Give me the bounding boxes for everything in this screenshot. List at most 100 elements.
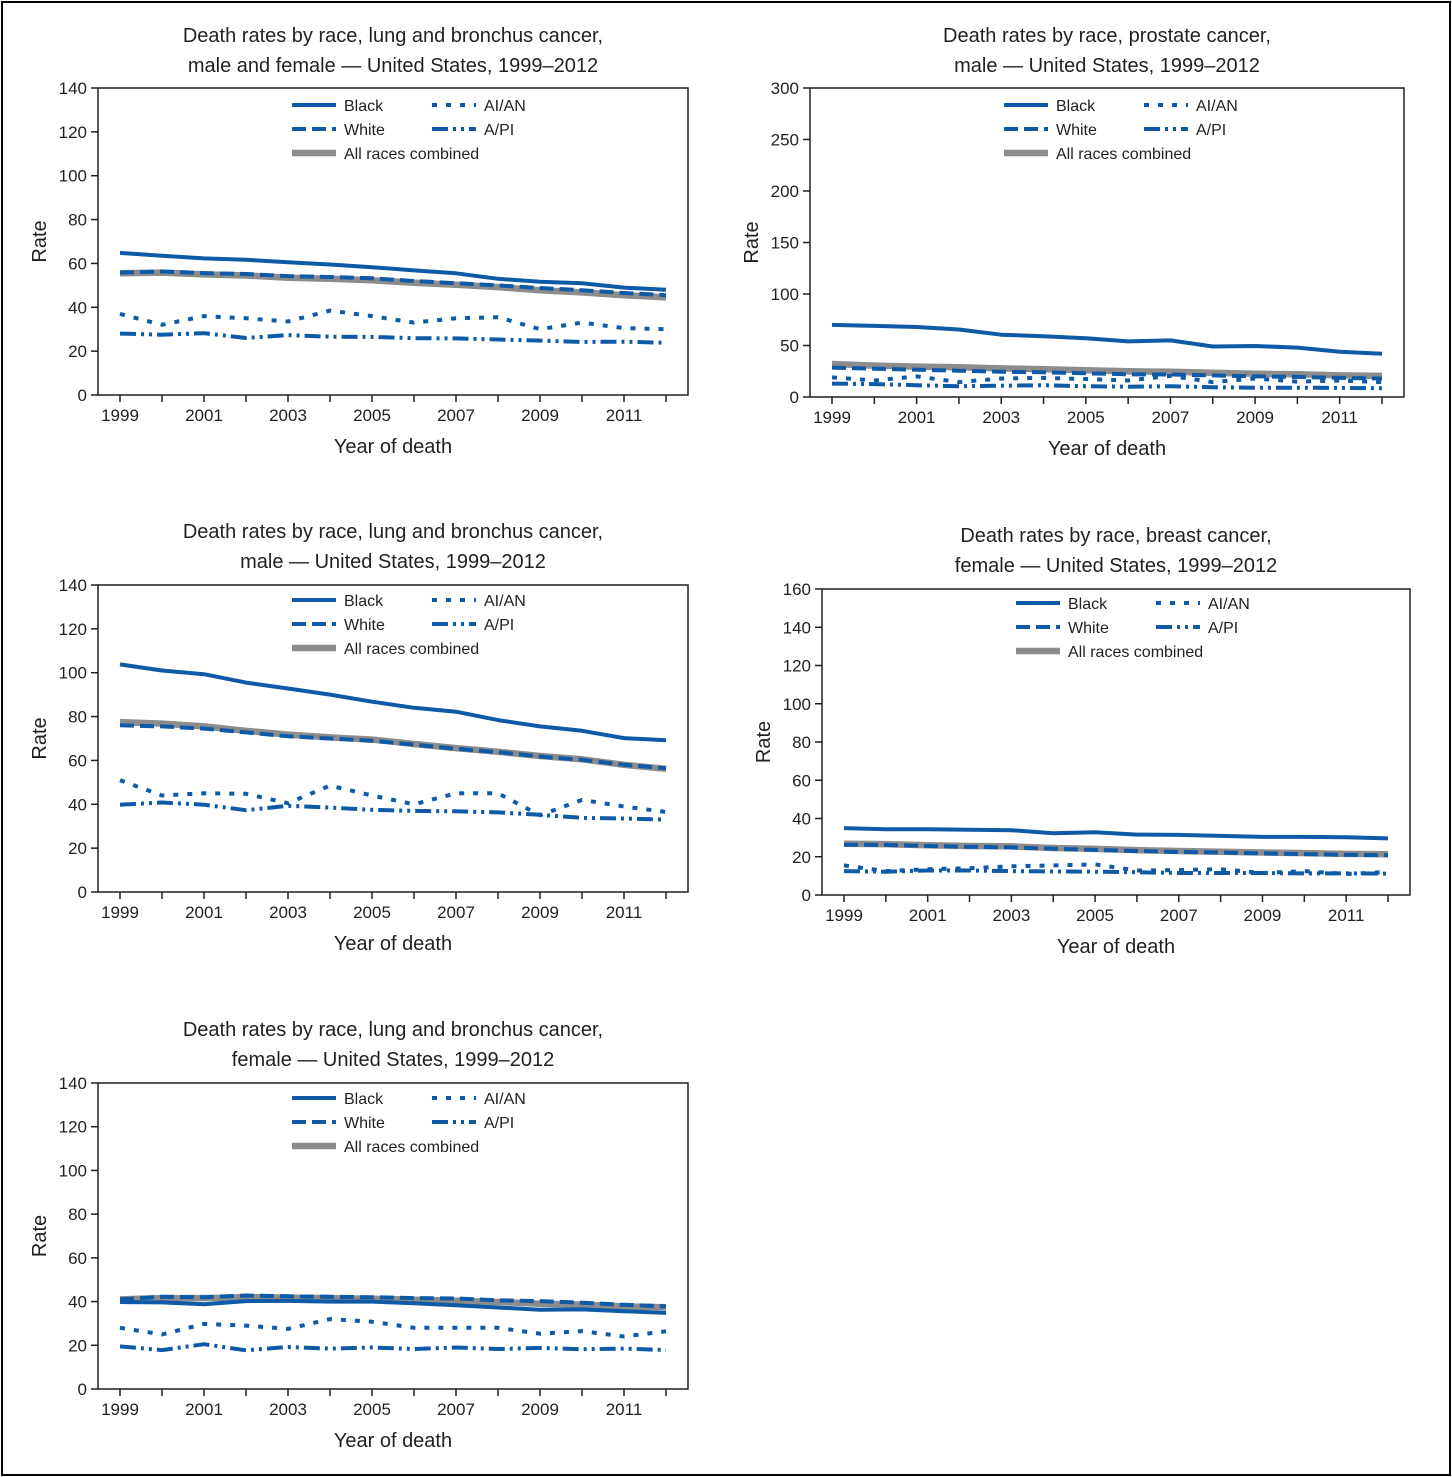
x-tick-label: 2009 (521, 406, 559, 425)
y-tick-label: 20 (792, 848, 811, 867)
chart-title-line: Death rates by race, prostate cancer, (943, 25, 1271, 47)
legend-label-black: Black (344, 593, 384, 610)
x-tick-label: 1999 (101, 406, 139, 425)
y-tick-label: 140 (783, 618, 811, 637)
x-axis-label: Year of death (334, 436, 452, 458)
y-tick-label: 60 (68, 751, 87, 770)
y-tick-label: 50 (780, 337, 799, 356)
y-tick-label: 60 (792, 771, 811, 790)
x-tick-label: 2009 (521, 1400, 559, 1419)
x-tick-label: 2009 (1236, 408, 1274, 427)
series-line-aian (119, 1317, 667, 1339)
chart-title-line: female — United States, 1999–2012 (955, 555, 1277, 577)
y-tick-label: 140 (59, 1074, 87, 1093)
legend-label-black: Black (344, 98, 384, 115)
legend-label-black: Black (1068, 596, 1108, 613)
y-tick-label: 120 (59, 123, 87, 142)
y-axis-label: Rate (29, 1215, 51, 1257)
y-tick-label: 0 (78, 1380, 87, 1399)
y-tick-label: 20 (68, 839, 87, 858)
y-tick-label: 40 (68, 1293, 87, 1312)
chart-title-line: Death rates by race, breast cancer, (960, 525, 1271, 547)
x-tick-label: 2003 (992, 906, 1030, 925)
y-tick-label: 120 (59, 1118, 87, 1137)
chart-title-line: male — United States, 1999–2012 (240, 551, 546, 573)
y-tick-label: 100 (783, 695, 811, 714)
y-tick-label: 80 (792, 733, 811, 752)
x-tick-label: 2011 (606, 903, 643, 922)
chart-title-line: male and female — United States, 1999–20… (188, 55, 598, 77)
legend-label-all: All races combined (1068, 644, 1203, 661)
x-tick-label: 1999 (101, 903, 139, 922)
series-line-white (831, 365, 1383, 381)
y-tick-label: 80 (68, 1205, 87, 1224)
y-tick-label: 120 (59, 620, 87, 639)
chart-title-line: Death rates by race, lung and bronchus c… (183, 25, 603, 47)
legend-label-white: White (1056, 122, 1097, 139)
x-tick-label: 2001 (909, 906, 947, 925)
y-tick-label: 0 (790, 388, 799, 407)
series-line-black (843, 826, 1389, 841)
chart-breast: Death rates by race, breast cancer, femal… (753, 525, 1411, 958)
plot-frame (97, 87, 689, 396)
y-tick-label: 100 (59, 1161, 87, 1180)
chart-title-line: Death rates by race, lung and bronchus c… (183, 521, 603, 543)
y-tick-label: 0 (78, 386, 87, 405)
chart-legend: Black AI/AN White A/PI All races combined (292, 593, 526, 658)
legend-label-api: A/PI (484, 122, 514, 139)
y-tick-label: 140 (59, 79, 87, 98)
y-axis-label: Rate (753, 721, 775, 763)
legend-label-aian: AI/AN (484, 1091, 526, 1108)
x-tick-label: 2005 (353, 903, 391, 922)
legend-label-white: White (344, 617, 385, 634)
legend-label-white: White (344, 122, 385, 139)
legend-label-all: All races combined (1056, 146, 1191, 163)
y-tick-label: 250 (771, 131, 799, 150)
legend-label-aian: AI/AN (1196, 98, 1238, 115)
plot-frame (97, 584, 689, 893)
chart-legend: Black AI/AN White A/PI All races combined (292, 1091, 526, 1156)
series-line-white (119, 1293, 667, 1309)
legend-label-all: All races combined (344, 1139, 479, 1156)
y-tick-label: 40 (68, 298, 87, 317)
series-line-white (119, 269, 667, 298)
series-line-black (119, 662, 667, 743)
series-line-black (119, 1298, 667, 1315)
series-line-white (119, 723, 667, 771)
series-line-aian (119, 308, 667, 332)
x-tick-label: 2005 (1076, 906, 1114, 925)
series-line-api (843, 868, 1389, 876)
legend-label-white: White (344, 1115, 385, 1132)
series-line-black (831, 322, 1383, 356)
legend-label-all: All races combined (344, 146, 479, 163)
series-line-aian (119, 778, 667, 818)
y-tick-label: 140 (59, 576, 87, 595)
x-tick-label: 2007 (1152, 408, 1190, 427)
y-tick-label: 120 (783, 657, 811, 676)
series-line-white (843, 842, 1389, 858)
legend-label-api: A/PI (484, 1115, 514, 1132)
y-tick-label: 80 (68, 211, 87, 230)
x-tick-label: 2009 (521, 903, 559, 922)
y-tick-label: 100 (771, 285, 799, 304)
x-tick-label: 2001 (185, 1400, 223, 1419)
y-tick-label: 60 (68, 1249, 87, 1268)
series-line-black (119, 250, 667, 292)
x-axis-label: Year of death (1048, 438, 1166, 460)
x-tick-label: 1999 (101, 1400, 139, 1419)
legend-label-api: A/PI (1208, 620, 1238, 637)
x-axis-label: Year of death (334, 1430, 452, 1452)
series-line-api (119, 331, 667, 345)
x-tick-label: 2011 (1321, 408, 1358, 427)
y-tick-label: 40 (792, 810, 811, 829)
x-tick-label: 2007 (437, 406, 475, 425)
x-tick-label: 2001 (898, 408, 936, 427)
y-tick-label: 80 (68, 708, 87, 727)
series-line-api (119, 1342, 667, 1353)
x-tick-label: 2005 (353, 406, 391, 425)
chart-title-line: female — United States, 1999–2012 (232, 1049, 554, 1071)
y-axis-label: Rate (29, 717, 51, 759)
y-tick-label: 60 (68, 254, 87, 273)
